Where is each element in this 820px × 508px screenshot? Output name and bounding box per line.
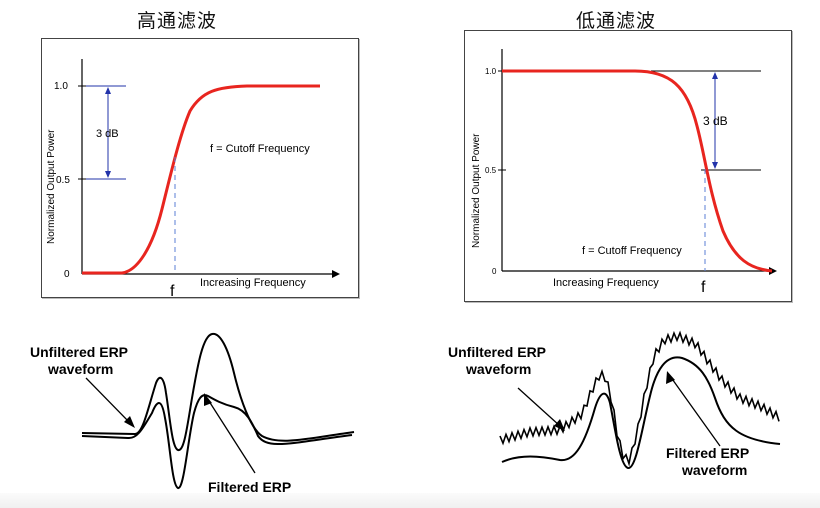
lowpass-unfiltered-waveform <box>499 330 780 467</box>
lowpass-unfiltered-label-line1: Unfiltered ERP <box>448 344 546 360</box>
lowpass-db-arrowhead-down <box>712 162 718 169</box>
highpass-cutoff-label: f = Cutoff Frequency <box>210 143 310 155</box>
highpass-filtered-label-line1: Filtered ERP <box>208 479 291 495</box>
highpass-unfiltered-waveform <box>81 332 355 451</box>
lowpass-db-arrowhead-up <box>712 72 718 79</box>
lowpass-unfiltered-label-line2: waveform <box>465 361 531 377</box>
lowpass-unfiltered-arrow <box>517 387 561 427</box>
highpass-x-arrowhead <box>332 270 340 278</box>
lowpass-unfiltered-arrowhead <box>554 419 565 431</box>
highpass-db-arrowhead-down <box>105 171 111 178</box>
highpass-tick-label-05: 0.5 <box>56 175 70 186</box>
lowpass-chart: 1.0 0.5 0 Normalized Output Power 3 dB f… <box>471 49 777 296</box>
highpass-chart: 1.0 0.5 0 Normalized Output Power 3 dB f… <box>46 59 340 300</box>
lowpass-db-label: 3 dB <box>703 114 728 128</box>
highpass-unfiltered-label-line2: waveform <box>47 361 113 377</box>
highpass-db-label: 3 dB <box>96 128 119 140</box>
lowpass-tick-label-05: 0.5 <box>485 166 497 175</box>
highpass-tick-label-0: 0 <box>64 269 70 280</box>
highpass-unfiltered-arrow <box>85 377 131 424</box>
highpass-tick-label-1: 1.0 <box>54 81 68 92</box>
lowpass-x-arrowhead <box>769 267 777 275</box>
highpass-title: 高通滤波 <box>137 10 218 32</box>
highpass-erp-illustration: Unfiltered ERP waveform Filtered ERP wav… <box>30 332 355 508</box>
highpass-filtered-arrowhead <box>204 393 212 406</box>
highpass-chart-panel: 1.0 0.5 0 Normalized Output Power 3 dB f… <box>41 38 359 300</box>
lowpass-chart-panel: 1.0 0.5 0 Normalized Output Power 3 dB f… <box>464 30 792 302</box>
bottom-bar <box>0 493 820 508</box>
lowpass-cutoff-label: f = Cutoff Frequency <box>582 245 682 257</box>
lowpass-filtered-arrow <box>669 375 721 447</box>
highpass-y-axis-label: Normalized Output Power <box>46 129 57 244</box>
lowpass-tick-label-0: 0 <box>492 267 497 276</box>
highpass-response-curve <box>82 84 320 275</box>
lowpass-response-curve <box>502 69 773 273</box>
lowpass-x-axis-label: Increasing Frequency <box>553 277 659 289</box>
highpass-db-arrowhead-up <box>105 87 111 94</box>
highpass-unfiltered-label-line1: Unfiltered ERP <box>30 344 128 360</box>
lowpass-f-label: f <box>701 279 706 296</box>
lowpass-y-axis-label: Normalized Output Power <box>471 133 482 248</box>
lowpass-tick-label-1: 1.0 <box>485 67 497 76</box>
lowpass-title: 低通滤波 <box>576 10 657 32</box>
lowpass-filtered-label-line2: waveform <box>681 462 747 478</box>
lowpass-filtered-label-line1: Filtered ERP <box>666 445 749 461</box>
highpass-x-axis-label: Increasing Frequency <box>200 277 306 289</box>
lowpass-erp-illustration: Unfiltered ERP waveform Filtered ERP wav… <box>448 330 781 478</box>
lowpass-filtered-waveform <box>501 356 781 469</box>
highpass-filtered-waveform <box>81 394 353 490</box>
highpass-f-label: f <box>170 283 175 297</box>
lowpass-filtered-arrowhead <box>666 371 675 384</box>
highpass-filtered-arrow <box>206 397 256 474</box>
highpass-unfiltered-arrowhead <box>124 416 135 428</box>
